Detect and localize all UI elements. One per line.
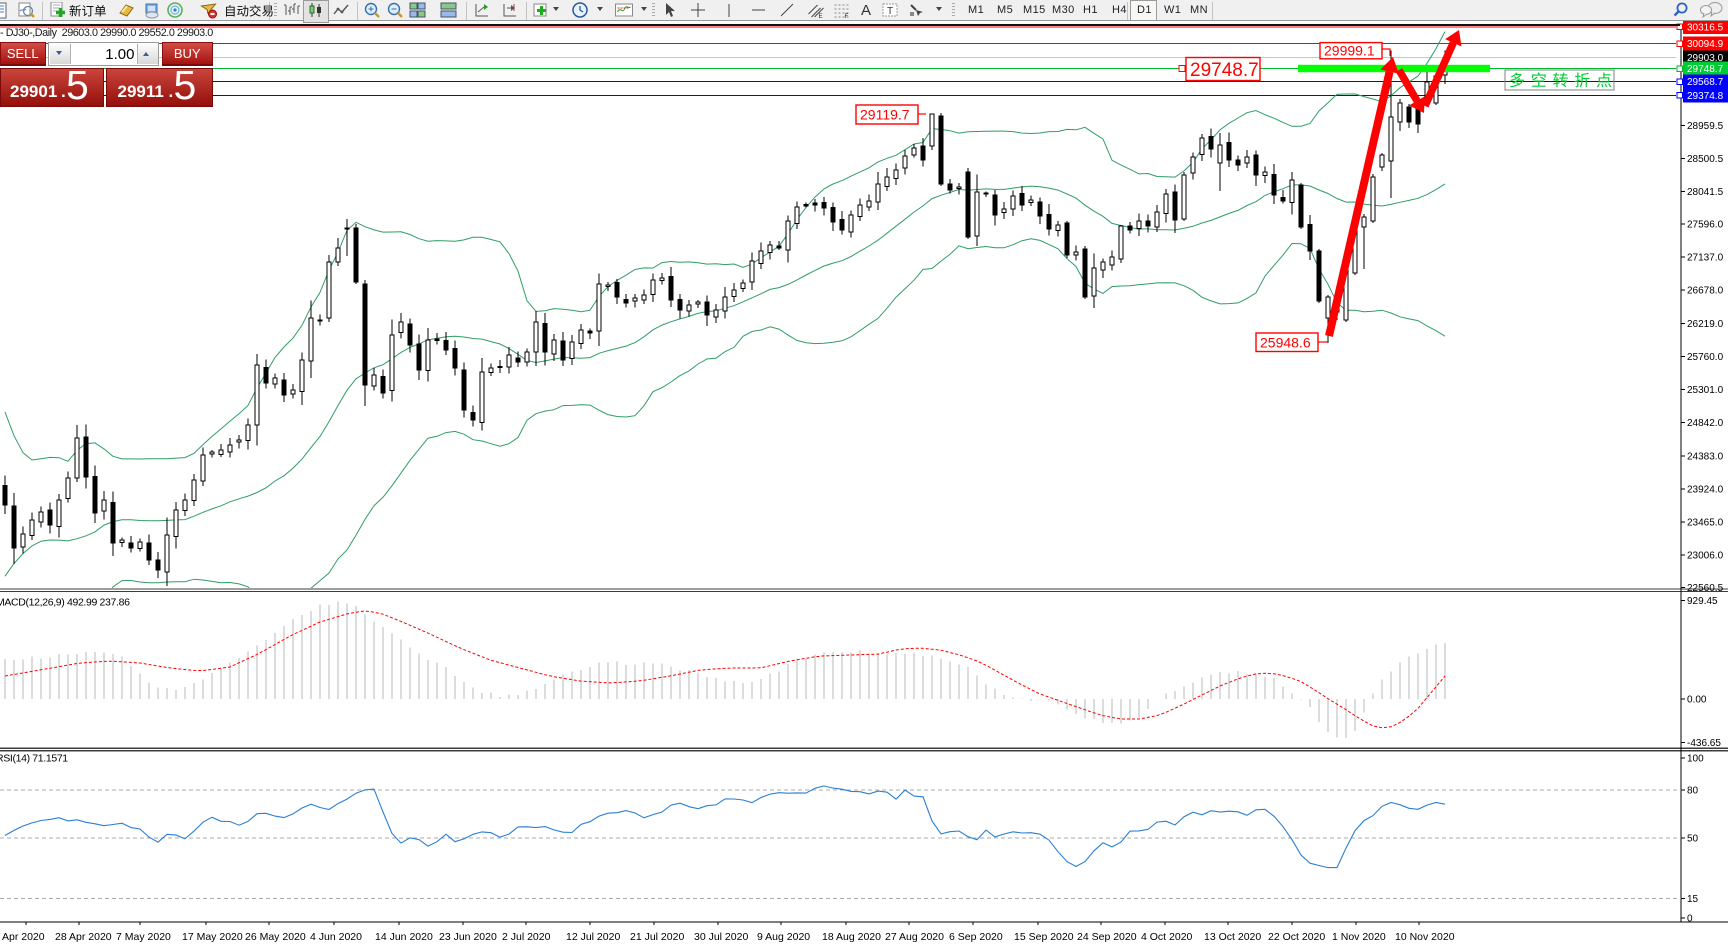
svg-text:15 Sep 2020: 15 Sep 2020: [1014, 931, 1074, 943]
svg-text:22560.5: 22560.5: [1687, 583, 1724, 594]
svg-text:F: F: [845, 14, 849, 19]
svg-text:30 Jul 2020: 30 Jul 2020: [694, 931, 748, 943]
svg-text:29999.1: 29999.1: [1324, 43, 1375, 59]
svg-text:E: E: [819, 14, 823, 19]
svg-text:28959.5: 28959.5: [1687, 121, 1724, 132]
svg-text:17 May 2020: 17 May 2020: [182, 931, 243, 943]
svg-text:1 Nov 2020: 1 Nov 2020: [1332, 931, 1386, 943]
svg-text:13 Oct 2020: 13 Oct 2020: [1204, 931, 1261, 943]
svg-text:9 Aug 2020: 9 Aug 2020: [757, 931, 810, 943]
svg-text:29374.8: 29374.8: [1687, 91, 1724, 102]
svg-text:18 Aug 2020: 18 Aug 2020: [822, 931, 881, 943]
svg-text:22 Oct 2020: 22 Oct 2020: [1268, 931, 1325, 943]
svg-text:30316.5: 30316.5: [1687, 23, 1724, 34]
svg-text:28 Apr 2020: 28 Apr 2020: [55, 931, 112, 943]
svg-text:12 Jul 2020: 12 Jul 2020: [566, 931, 620, 943]
svg-text:929.45: 929.45: [1687, 596, 1718, 607]
svg-text:27 Aug 2020: 27 Aug 2020: [885, 931, 944, 943]
svg-text:6 Sep 2020: 6 Sep 2020: [949, 931, 1003, 943]
svg-text:10 Nov 2020: 10 Nov 2020: [1395, 931, 1455, 943]
svg-text:- DJ30-,Daily 29603.0 29990.0: - DJ30-,Daily 29603.0 29990.0 29552.0 29…: [0, 27, 213, 39]
svg-text:24 Sep 2020: 24 Sep 2020: [1077, 931, 1137, 943]
svg-text:15: 15: [1687, 894, 1699, 905]
svg-text:7 May 2020: 7 May 2020: [116, 931, 171, 943]
svg-text:23465.0: 23465.0: [1687, 518, 1724, 529]
svg-text:26219.0: 26219.0: [1687, 319, 1724, 330]
svg-text:30094.9: 30094.9: [1687, 39, 1724, 50]
svg-text:29748.7: 29748.7: [1687, 64, 1724, 75]
svg-text:50: 50: [1687, 834, 1699, 845]
svg-text:26678.0: 26678.0: [1687, 286, 1724, 297]
svg-text:4 Jun 2020: 4 Jun 2020: [310, 931, 362, 943]
svg-text:25948.6: 25948.6: [1260, 334, 1311, 350]
svg-text:-436.65: -436.65: [1687, 738, 1721, 749]
svg-text:2 Jul 2020: 2 Jul 2020: [502, 931, 551, 943]
svg-text:27137.0: 27137.0: [1687, 253, 1724, 264]
svg-text:29568.7: 29568.7: [1687, 77, 1724, 88]
svg-text:0.00: 0.00: [1687, 695, 1707, 706]
svg-text:27596.0: 27596.0: [1687, 219, 1724, 230]
svg-text:23924.0: 23924.0: [1687, 485, 1724, 496]
svg-text:RSI(14) 71.1571: RSI(14) 71.1571: [0, 753, 68, 765]
svg-text:21 Jul 2020: 21 Jul 2020: [630, 931, 684, 943]
svg-text:29748.7: 29748.7: [1190, 60, 1259, 81]
svg-text:4 Oct 2020: 4 Oct 2020: [1141, 931, 1193, 943]
svg-text:100: 100: [1687, 754, 1704, 765]
svg-text:23006.0: 23006.0: [1687, 551, 1724, 562]
svg-text:24383.0: 24383.0: [1687, 451, 1724, 462]
svg-text:23 Jun 2020: 23 Jun 2020: [439, 931, 497, 943]
svg-text:28041.5: 28041.5: [1687, 187, 1724, 198]
svg-text:Apr 2020: Apr 2020: [2, 931, 45, 943]
svg-text:29903.0: 29903.0: [1687, 53, 1724, 64]
svg-text:80: 80: [1687, 786, 1699, 797]
svg-text:26 May 2020: 26 May 2020: [245, 931, 306, 943]
svg-text:14 Jun 2020: 14 Jun 2020: [375, 931, 433, 943]
svg-text:25301.0: 25301.0: [1687, 385, 1724, 396]
svg-text:T: T: [887, 6, 893, 17]
svg-text:29119.7: 29119.7: [860, 107, 910, 123]
svg-text:28500.5: 28500.5: [1687, 154, 1724, 165]
svg-text:25760.0: 25760.0: [1687, 352, 1724, 363]
svg-text:MACD(12,26,9) 492.99 237.86: MACD(12,26,9) 492.99 237.86: [0, 597, 130, 609]
svg-text:0: 0: [1687, 914, 1693, 925]
svg-text:24842.0: 24842.0: [1687, 418, 1724, 429]
